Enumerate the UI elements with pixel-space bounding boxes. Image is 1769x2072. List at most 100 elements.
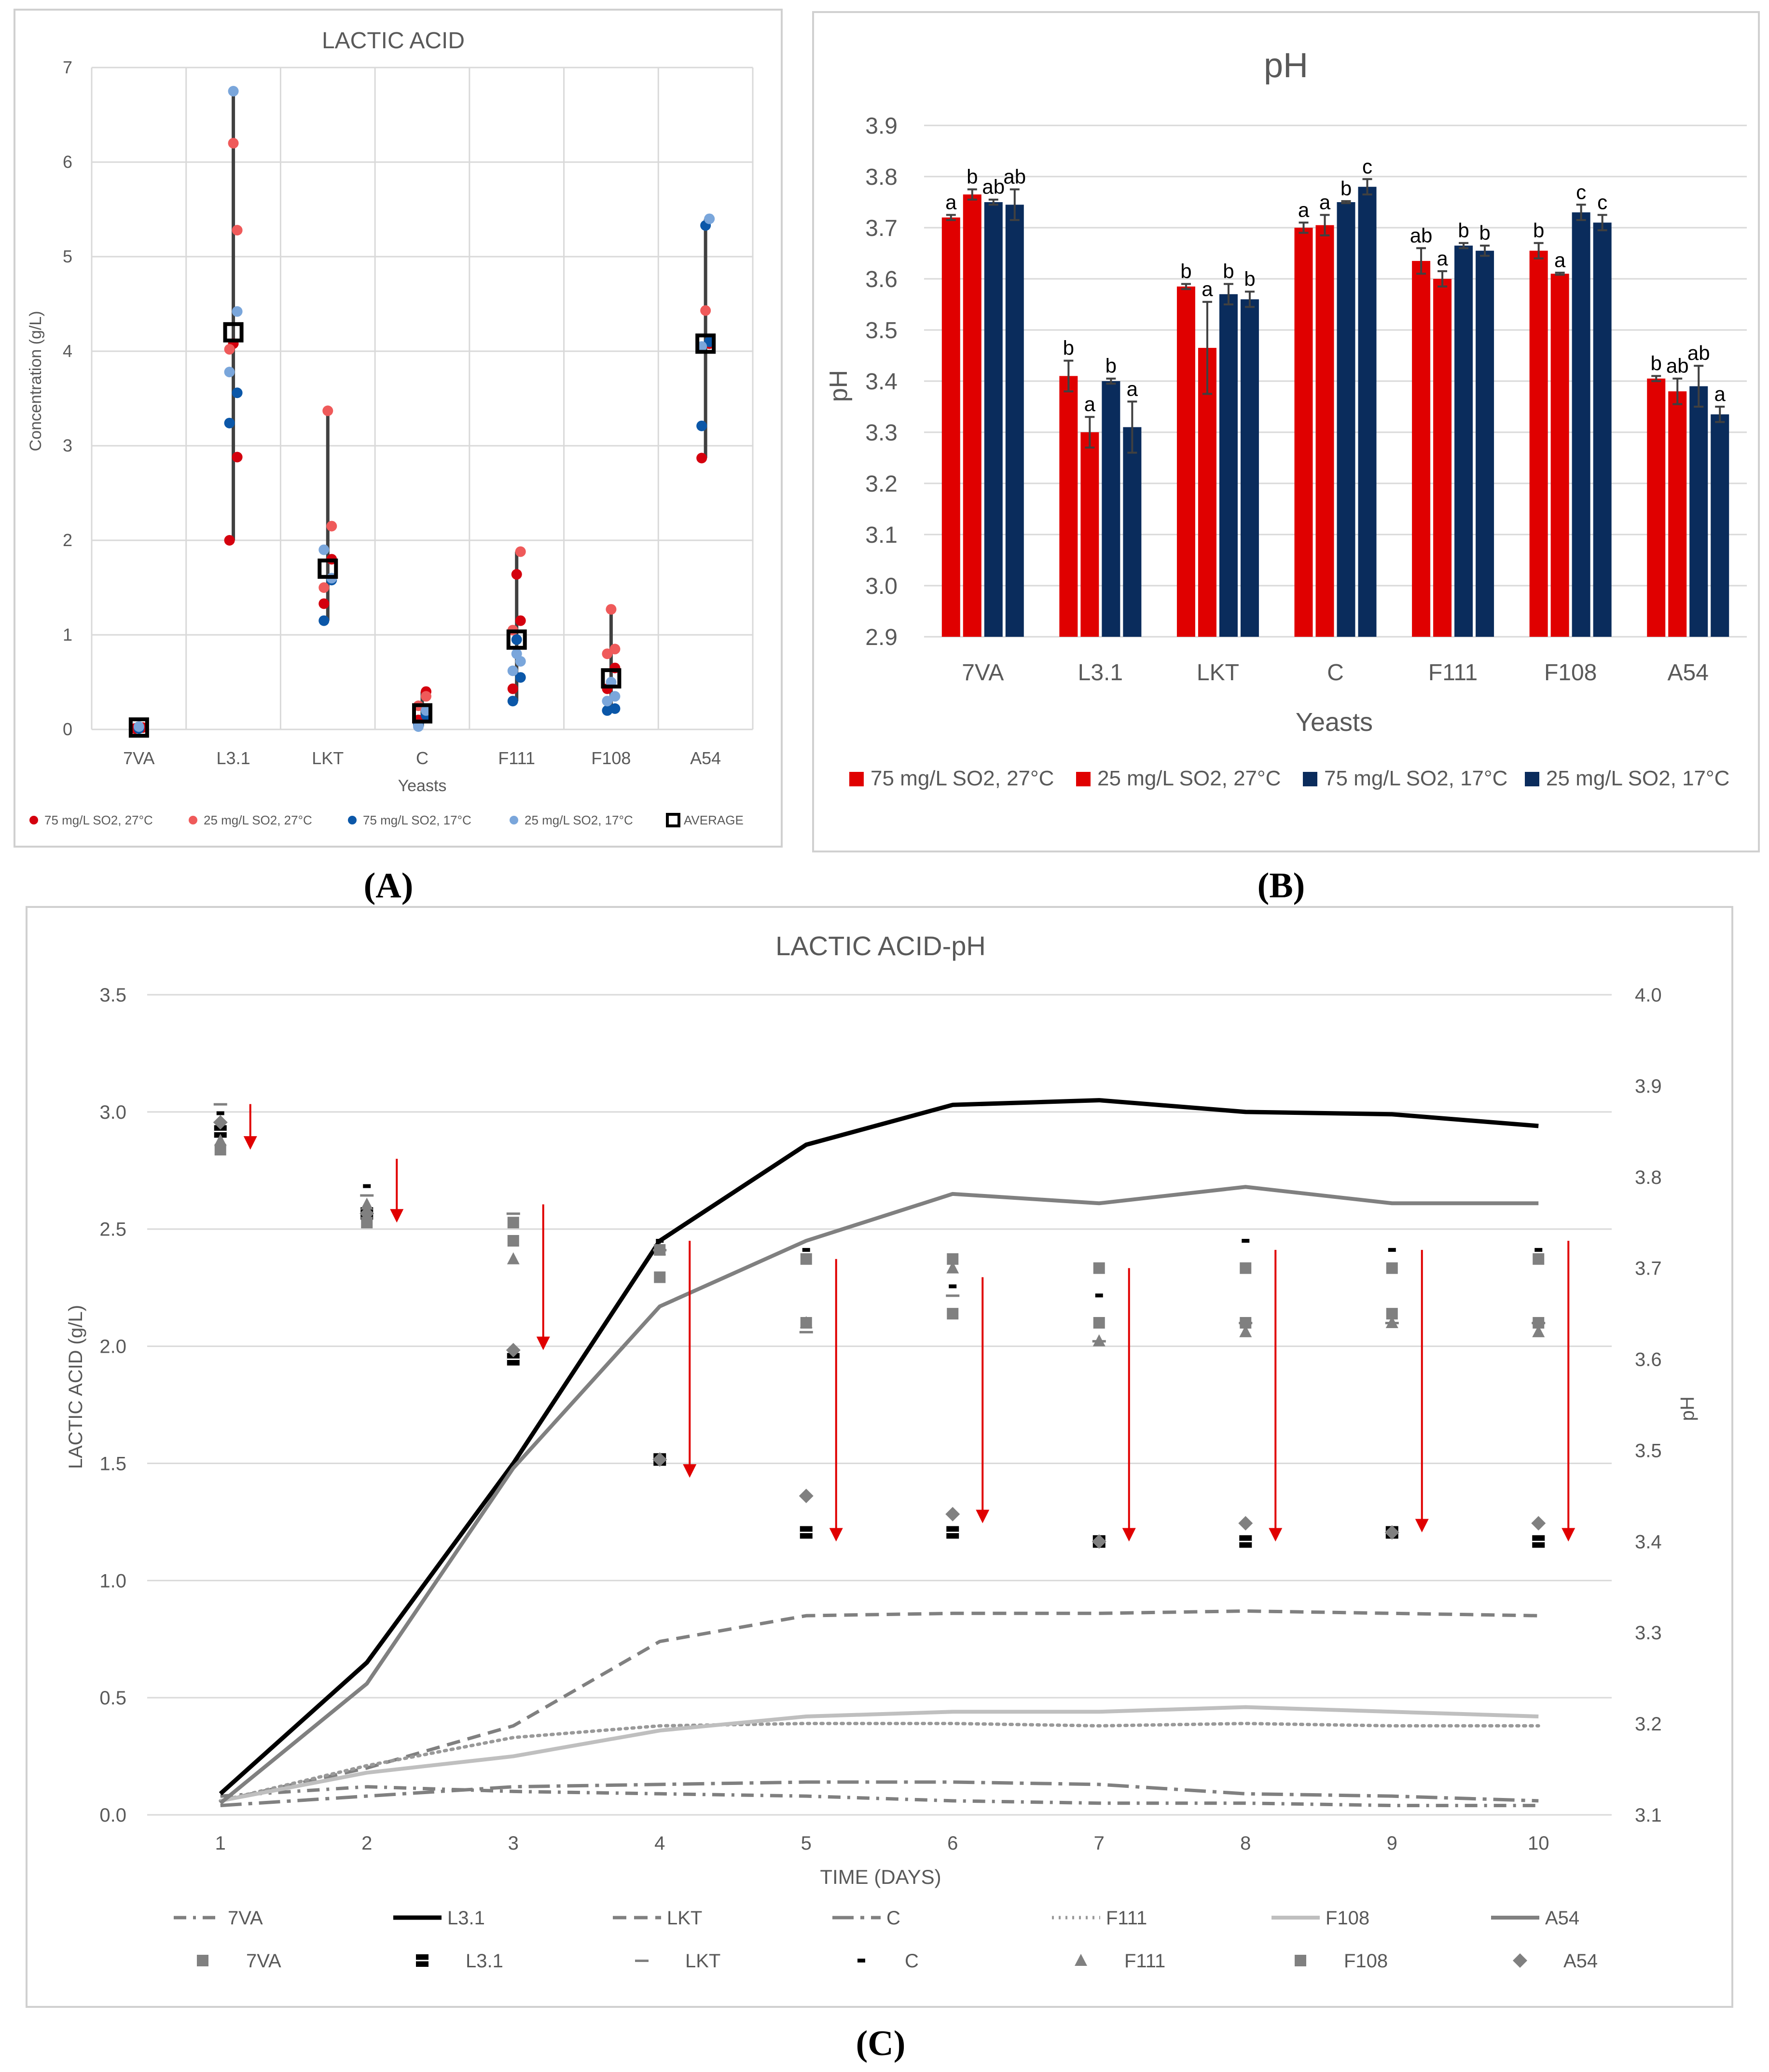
data-point — [224, 344, 235, 355]
ph-point — [1532, 1325, 1545, 1337]
arrow-head — [1415, 1519, 1429, 1533]
x-tick-label: 7 — [1094, 1833, 1105, 1854]
ph-point — [1385, 1316, 1398, 1328]
x-tick-label: 3 — [508, 1833, 519, 1854]
legend-label: F108 — [1344, 1950, 1388, 1972]
y2-tick-label: 3.5 — [1635, 1440, 1662, 1461]
data-point — [696, 420, 707, 431]
data-point — [318, 615, 330, 626]
y-tick-label: 3.6 — [865, 267, 898, 292]
ph-point — [949, 1284, 957, 1289]
legend-label: A54 — [1545, 1907, 1579, 1929]
y-tick-label: 4 — [63, 341, 72, 361]
ph-point — [800, 1317, 812, 1329]
legend-label: 75 mg/L SO2, 27°C — [871, 767, 1054, 790]
significance-letter: a — [1084, 393, 1096, 415]
data-point — [318, 544, 330, 555]
y2-tick-label: 3.9 — [1635, 1076, 1662, 1097]
bar — [1668, 391, 1687, 637]
ph-point — [799, 1488, 814, 1503]
panel-b-y-ticks: 2.9 3.0 3.1 3.2 3.3 3.4 3.5 3.6 3.7 3.8 3.9 — [865, 113, 898, 650]
ph-point — [1092, 1334, 1106, 1346]
x-tick-label: C — [1327, 660, 1344, 686]
panel-b-y-axis-label: pH — [825, 370, 853, 402]
bar — [1005, 205, 1024, 637]
y-tick-label: 0 — [63, 719, 72, 739]
x-tick-label: 5 — [801, 1833, 812, 1854]
average-marker — [506, 629, 527, 650]
data-point — [318, 582, 330, 593]
legend-marker — [197, 1955, 208, 1966]
panel-b-title: pH — [1264, 46, 1308, 85]
x-tick-label: 7VA — [123, 748, 154, 768]
y-tick-label: 5 — [63, 247, 72, 266]
legend-label: 75 mg/L SO2, 17°C — [363, 813, 471, 827]
average-marker — [601, 668, 622, 689]
data-point — [515, 672, 526, 683]
y-tick-label: 1.0 — [99, 1570, 126, 1592]
series-line — [220, 1780, 1539, 1808]
panel-c-arrows — [243, 1104, 1576, 1542]
bar — [1337, 202, 1355, 637]
average-marker — [223, 322, 244, 343]
significance-letter: ab — [1666, 355, 1689, 377]
bar — [1315, 225, 1334, 637]
legend-label: F108 — [1326, 1907, 1369, 1929]
ph-point — [652, 1452, 667, 1467]
panel-a-plot — [128, 86, 716, 738]
ph-point — [214, 1134, 227, 1146]
significance-letter: ab — [1003, 165, 1026, 188]
panel-c-y2-axis-label: pH — [1677, 1396, 1698, 1421]
significance-letter: b — [1244, 268, 1255, 290]
data-point — [322, 405, 333, 416]
significance-letter: b — [967, 165, 978, 188]
y2-tick-label: 3.1 — [1635, 1805, 1662, 1826]
legend-label: 25 mg/L SO2, 27°C — [204, 813, 312, 827]
y-tick-label: 3.5 — [865, 318, 898, 343]
ph-point — [360, 1197, 373, 1210]
x-tick-label: 8 — [1240, 1833, 1251, 1854]
significance-letter: b — [1063, 337, 1074, 359]
ph-point — [1386, 1262, 1398, 1274]
panel-a: LACTIC ACID 0 1 2 3 4 5 6 7 7VA L3.1 LKT C F111 F108… — [14, 9, 783, 848]
significance-letter: c — [1576, 180, 1586, 203]
data-point — [224, 535, 235, 546]
x-tick-label: C — [416, 748, 428, 768]
data-point — [326, 521, 337, 532]
x-tick-label: A54 — [1668, 660, 1709, 686]
data-point — [318, 598, 330, 609]
y-tick-label: 0.0 — [99, 1805, 126, 1826]
panel-c: LACTIC ACID-pH 0.00.51.01.52.02.53.03.5 … — [26, 906, 1733, 2008]
panel-c-x-ticks: 1 2 3 4 5 6 7 8 9 10 — [215, 1833, 1549, 1854]
panel-c-legend: 7VA L3.1 LKT C F111 F108 A54 7VA L3.1 LKT C F111 F10… — [174, 1907, 1598, 1972]
panel-label-c: (C) — [856, 2024, 906, 2063]
data-point — [515, 546, 526, 557]
x-tick-label: 6 — [947, 1833, 958, 1854]
y-tick-label: 7 — [63, 57, 72, 77]
ph-point — [507, 1217, 519, 1229]
ph-point — [213, 1103, 227, 1106]
bar — [984, 202, 1003, 637]
bar — [1358, 187, 1377, 637]
y-tick-label: 2.9 — [865, 625, 898, 650]
ph-point — [359, 1206, 374, 1221]
panel-c-ph-points — [213, 1103, 1546, 1549]
data-point — [228, 86, 239, 96]
significance-letter: a — [1298, 198, 1310, 221]
ph-point — [1240, 1262, 1252, 1274]
average-marker — [412, 703, 432, 724]
data-point — [232, 387, 243, 398]
significance-letter: b — [1223, 260, 1234, 283]
bar — [1529, 250, 1548, 637]
legend-label: A54 — [1563, 1950, 1598, 1972]
bar — [1198, 348, 1216, 637]
y-tick-label: 3.2 — [865, 471, 898, 497]
bar — [1176, 286, 1195, 637]
legend-marker — [29, 816, 38, 824]
legend-swatch — [849, 772, 864, 786]
data-point — [511, 569, 522, 580]
ph-point — [1093, 1262, 1105, 1274]
x-tick-label: LKT — [1197, 660, 1239, 686]
ph-point — [1093, 1317, 1105, 1329]
significance-letter: a — [1437, 247, 1448, 270]
